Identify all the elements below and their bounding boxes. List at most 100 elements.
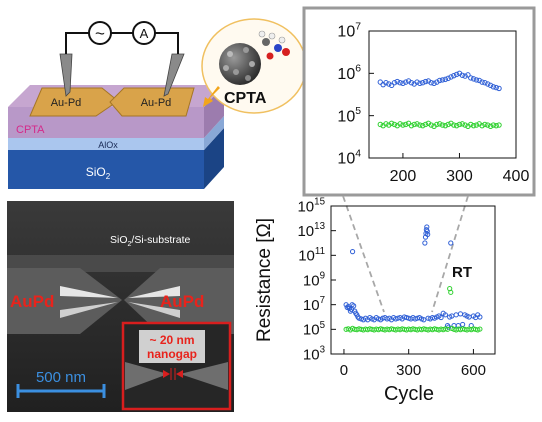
data-point [487,82,494,89]
data-point [436,77,443,84]
data-point [462,122,468,128]
data-point [417,80,423,87]
data-point [422,121,429,128]
alox-label: AlOx [98,140,118,150]
ammeter-icon [132,21,156,45]
data-point [442,76,449,83]
data-point [388,82,395,89]
data-point [397,80,403,86]
y-tick-label: 104 [337,148,361,167]
data-point [408,122,415,129]
data-point [470,76,477,82]
data-point [448,74,454,80]
nanogap-label: nanogap [147,347,197,361]
data-point [417,122,423,128]
data-point [442,326,448,332]
sem-edge-highlight-left [60,286,118,298]
y-tick-label: 107 [337,21,361,40]
y-tick-label: 107 [303,295,325,314]
nanogap-marker-icon [163,368,183,380]
sem-edge-highlight-right [128,286,180,298]
data-point [462,73,468,79]
data-point [351,303,357,309]
data-point [439,122,446,128]
sem-band-upper [7,255,234,272]
data-point [431,80,437,87]
data-point [487,123,494,130]
sem-label-left: AuPd [10,292,54,311]
sem-edge-highlight-right-low [128,302,180,318]
data-point [414,121,420,127]
data-point [479,79,485,85]
data-point [428,122,434,128]
data-point [391,121,398,128]
data-point [493,122,499,129]
inset-plot-area [368,30,517,159]
ammeter-symbol: A [140,26,149,41]
electrode-right [109,87,195,117]
data-point [420,80,426,86]
data-point [442,312,448,318]
device-schematic: SiO2 AlOx CPTA Au-Pd Au-Pd ~ A [8,21,224,189]
data-point [448,289,454,295]
data-point [414,79,420,85]
data-point [453,312,459,318]
data-point [428,80,434,86]
data-point [424,228,430,234]
fullerene-icon [219,43,261,85]
sem-label-right: AuPd [160,292,204,311]
circuit-wire [65,32,89,54]
probe-right [163,53,185,97]
data-point [465,72,471,78]
y-tick-label: 106 [337,64,361,83]
data-point [445,121,451,128]
data-point [479,122,485,129]
data-point [493,84,499,91]
sem-substrate-label: SiO2/Si-substrate [110,234,191,248]
data-point [420,122,426,129]
data-point [457,311,464,317]
main-annotation-rt: RT [452,264,472,281]
scale-bar-label: 500 nm [36,369,86,386]
y-tick-label: 1011 [298,246,325,265]
data-point [459,72,465,78]
data-point [397,121,403,127]
electrode-right-label: Au-Pd [141,97,172,109]
y-tick-label: 109 [303,271,325,290]
data-point [473,77,480,83]
data-point [473,122,480,128]
data-point [439,77,446,83]
data-point [442,122,449,129]
data-point [436,121,443,127]
cpta-layer-label: CPTA [16,124,45,136]
data-point [421,317,427,323]
data-point [377,121,384,128]
data-point [496,85,502,92]
ac-source-symbol: ~ [95,24,105,43]
data-point [422,240,428,246]
data-point [477,326,483,332]
inset-axis-ticks: 200 300 400 104 105 106 107 [337,21,529,185]
molecule-inset: CPTA [201,18,307,114]
probe-left [59,53,73,97]
circuit-wire-right [155,32,179,54]
main-data-points [343,224,483,333]
x-tick-label: 400 [503,168,530,185]
nanogap-electrode-shape-right [180,362,228,390]
data-point [485,81,491,87]
data-point [349,249,356,255]
inset-chart-frame [302,6,536,197]
y-tick-label: 105 [337,106,361,125]
data-point [470,122,477,129]
data-point [434,121,440,128]
electrode-left [29,87,119,117]
x-tick-label: 0 [340,362,348,379]
nanogap-electrode-shape [125,362,168,390]
data-point [403,79,409,85]
molecule-arrow-icon [203,86,220,107]
data-point [383,121,389,127]
data-point [422,78,429,85]
data-point [400,122,406,128]
zoom-connector-left [342,195,385,313]
